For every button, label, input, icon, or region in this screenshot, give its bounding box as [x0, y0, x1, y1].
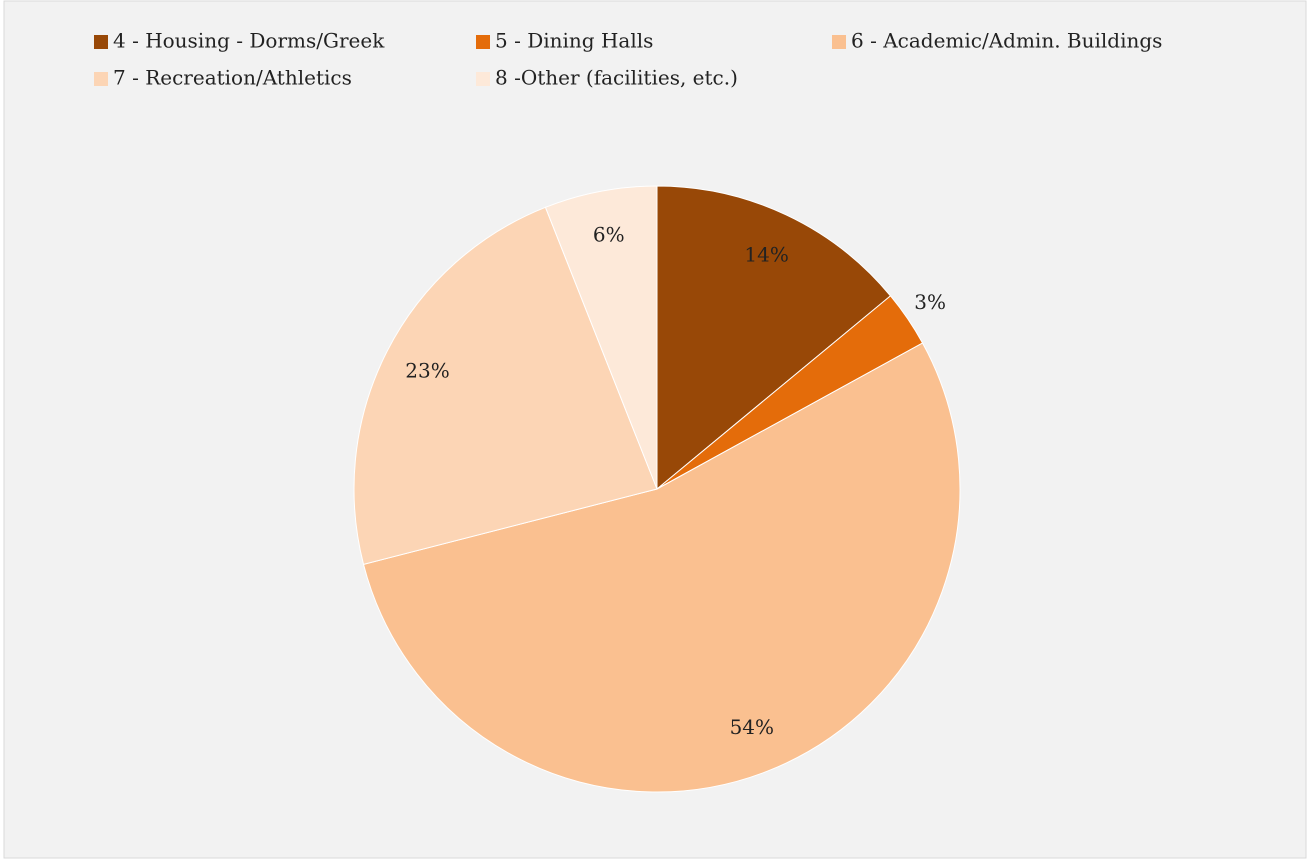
legend-swatch — [476, 35, 490, 49]
pie-slice — [353, 206, 658, 565]
legend-swatch — [832, 35, 846, 49]
data-label: 23% — [405, 359, 449, 383]
legend-label: 4 - Housing - Dorms/Greek — [113, 29, 385, 53]
legend-swatch — [94, 72, 108, 86]
pie-slice — [362, 342, 961, 793]
data-label: 14% — [744, 242, 788, 266]
legend-swatch — [476, 72, 490, 86]
data-label: 54% — [730, 715, 774, 739]
legend-label: 7 - Recreation/Athletics — [113, 66, 352, 90]
pie-slice — [544, 185, 658, 490]
legend-label: 5 - Dining Halls — [495, 29, 653, 53]
data-label: 6% — [593, 223, 625, 247]
legend-label: 6 - Academic/Admin. Buildings — [851, 29, 1162, 53]
data-label: 3% — [914, 290, 946, 314]
pie-slice — [656, 185, 892, 491]
legend-label: 8 -Other (facilities, etc.) — [495, 66, 738, 90]
legend-swatch — [94, 35, 108, 49]
